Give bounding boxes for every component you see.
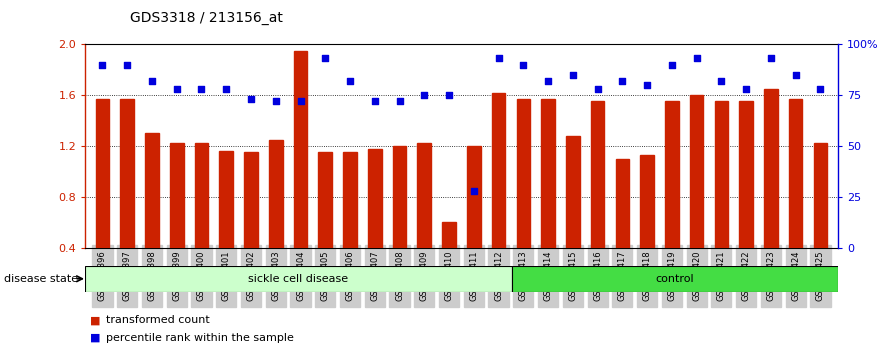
Bar xyxy=(194,143,208,299)
Point xyxy=(541,78,556,84)
Bar xyxy=(665,102,678,299)
Bar xyxy=(318,152,332,299)
Point xyxy=(665,62,679,67)
Bar xyxy=(739,102,753,299)
Bar xyxy=(814,143,827,299)
Point xyxy=(219,86,233,92)
Bar xyxy=(392,146,407,299)
Bar xyxy=(467,146,480,299)
Point xyxy=(95,62,109,67)
Bar xyxy=(566,136,580,299)
Point xyxy=(418,92,432,98)
Bar xyxy=(541,99,555,299)
Point xyxy=(145,78,159,84)
Bar xyxy=(269,140,282,299)
Bar xyxy=(690,95,703,299)
Bar xyxy=(443,222,456,299)
Bar xyxy=(590,102,605,299)
Text: percentile rank within the sample: percentile rank within the sample xyxy=(106,333,294,343)
Bar xyxy=(294,51,307,299)
Point xyxy=(392,98,407,104)
Bar xyxy=(512,266,838,292)
Point xyxy=(814,86,828,92)
Point xyxy=(194,86,209,92)
Bar xyxy=(715,102,728,299)
Bar xyxy=(418,143,431,299)
Text: GDS3318 / 213156_at: GDS3318 / 213156_at xyxy=(130,11,283,25)
Point xyxy=(120,62,134,67)
Point xyxy=(169,86,184,92)
Text: control: control xyxy=(655,274,694,284)
Bar xyxy=(85,266,512,292)
Point xyxy=(516,62,530,67)
Point xyxy=(763,56,778,61)
Bar xyxy=(368,149,382,299)
Point xyxy=(467,188,481,194)
Text: ■: ■ xyxy=(90,315,100,325)
Bar xyxy=(96,99,109,299)
Point xyxy=(690,56,704,61)
Text: sickle cell disease: sickle cell disease xyxy=(248,274,349,284)
Point xyxy=(616,78,630,84)
Bar xyxy=(764,89,778,299)
Bar xyxy=(120,99,134,299)
Bar xyxy=(343,152,357,299)
Text: transformed count: transformed count xyxy=(106,315,210,325)
Point xyxy=(491,56,505,61)
Point xyxy=(367,98,382,104)
Text: disease state: disease state xyxy=(4,274,79,284)
Bar xyxy=(516,99,530,299)
Bar xyxy=(788,99,803,299)
Bar xyxy=(245,152,258,299)
Bar xyxy=(641,155,654,299)
Point xyxy=(714,78,728,84)
Bar xyxy=(616,159,629,299)
Point xyxy=(318,56,332,61)
Point xyxy=(739,86,754,92)
Point xyxy=(788,72,803,78)
Bar xyxy=(145,133,159,299)
Point xyxy=(244,96,258,102)
Point xyxy=(590,86,605,92)
Bar xyxy=(492,93,505,299)
Point xyxy=(565,72,580,78)
Point xyxy=(269,98,283,104)
Point xyxy=(640,82,654,88)
Bar xyxy=(170,143,184,299)
Point xyxy=(293,98,307,104)
Point xyxy=(442,92,456,98)
Point xyxy=(343,78,358,84)
Bar xyxy=(220,151,233,299)
Text: ■: ■ xyxy=(90,333,100,343)
